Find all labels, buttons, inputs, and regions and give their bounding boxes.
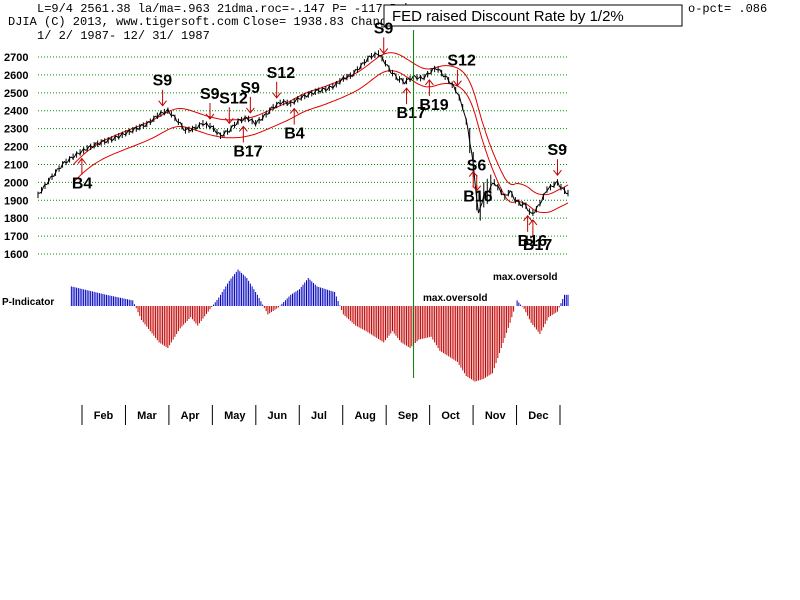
- signal-arrowhead-7: [472, 185, 482, 192]
- month-label-Oct: Oct: [441, 410, 460, 422]
- signal-arrowhead-3: [245, 107, 255, 114]
- signal-label-12: B17: [397, 105, 426, 122]
- signal-arrowhead-6: [453, 80, 462, 87]
- signal-label-9: B4: [72, 176, 93, 193]
- signal-arrowhead-2: [224, 117, 234, 125]
- y-axis-ticks: 1600 1700 1800 1900 2000 2100 2200 2300 2400 2500…: [4, 52, 28, 261]
- header-close: Close= 1938.83 Chang: [243, 15, 387, 29]
- lower-band: [72, 70, 569, 213]
- annotation-box: [383, 4, 683, 27]
- annotation-text: FED raised Discount Rate by 1/2%: [392, 8, 624, 25]
- signal-label-1: S9: [200, 86, 220, 103]
- signal-arrowhead-5: [379, 48, 389, 55]
- signal-arrowhead-13: [424, 79, 434, 86]
- month-label-Nov: Nov: [485, 410, 507, 422]
- signal-label-14: B16: [463, 189, 492, 206]
- y-tick-2700: 2700: [4, 52, 28, 64]
- max-oversold-label-2: max.oversold: [493, 272, 557, 283]
- signal-label-7: S6: [467, 158, 487, 175]
- signal-arrowhead-11: [289, 107, 299, 114]
- signal-label-5: S9: [374, 20, 394, 37]
- month-label-Sep: Sep: [398, 410, 418, 422]
- signal-label-13: B19: [419, 97, 448, 114]
- signal-arrowhead-14: [468, 170, 478, 177]
- month-label-Jul: Jul: [311, 410, 327, 422]
- signal-label-2: S12: [219, 90, 248, 107]
- month-label-Dec: Dec: [528, 410, 548, 422]
- y-tick-2600: 2600: [4, 70, 28, 82]
- y-tick-1700: 1700: [4, 231, 28, 243]
- p-indicator-label: P-Indicator: [2, 297, 54, 308]
- header-line2: DJIA (C) 2013, www.tigersoft.com: [8, 15, 238, 29]
- month-label-May: May: [224, 410, 246, 422]
- signal-arrowhead-1: [205, 113, 215, 120]
- y-tick-2100: 2100: [4, 159, 28, 171]
- signal-arrowhead-15: [523, 214, 533, 222]
- y-tick-1600: 1600: [4, 249, 28, 261]
- y-tick-2300: 2300: [4, 124, 28, 136]
- y-tick-2000: 2000: [4, 177, 28, 189]
- p-indicator-bars: [70, 269, 569, 382]
- signal-arrowhead-9: [77, 157, 87, 164]
- month-label-Feb: Feb: [94, 410, 114, 422]
- signal-arrowhead-12: [402, 87, 411, 94]
- signal-label-6: S12: [447, 53, 476, 70]
- signal-label-0: S9: [153, 73, 173, 90]
- signal-label-4: S12: [267, 65, 296, 82]
- signal-arrowhead-10: [238, 125, 248, 132]
- signal-label-8: S9: [547, 142, 567, 159]
- djia-line: [38, 52, 569, 215]
- signal-label-16: B17: [523, 237, 552, 254]
- header-line1: L=9/4 2561.38 la/ma=.963 21dma.roc=-.147…: [37, 2, 426, 16]
- month-label-Mar: Mar: [137, 410, 157, 422]
- upper-band: [72, 52, 569, 196]
- signal-arrowhead-8: [553, 169, 562, 177]
- price-series: [37, 50, 569, 221]
- month-label-Jun: Jun: [268, 410, 288, 422]
- month-label-Aug: Aug: [354, 410, 375, 422]
- gridlines: [38, 56, 568, 255]
- signal-label-11: B4: [284, 126, 305, 143]
- y-tick-2500: 2500: [4, 88, 28, 100]
- header-date-range: 1/ 2/ 1987- 12/ 31/ 1987: [37, 29, 210, 43]
- y-tick-1900: 1900: [4, 195, 28, 207]
- y-tick-1800: 1800: [4, 213, 28, 225]
- signal-arrowhead-0: [158, 100, 167, 107]
- bands: [72, 52, 569, 213]
- signal-label-10: B17: [233, 143, 262, 160]
- y-tick-2400: 2400: [4, 106, 28, 118]
- max-oversold-label-1: max.oversold: [423, 293, 487, 304]
- month-axis: Feb Mar Apr May Jun Jul Aug Sep Oct Nov Dec: [81, 405, 561, 425]
- header-line1-right: o-pct= .086: [688, 2, 767, 16]
- signal-label-15: B16: [518, 233, 547, 250]
- signal-arrowhead-4: [272, 92, 282, 99]
- month-label-Apr: Apr: [181, 410, 201, 422]
- signal-label-3: S9: [240, 80, 260, 97]
- signal-arrowhead-16: [528, 219, 538, 226]
- y-tick-2200: 2200: [4, 142, 28, 154]
